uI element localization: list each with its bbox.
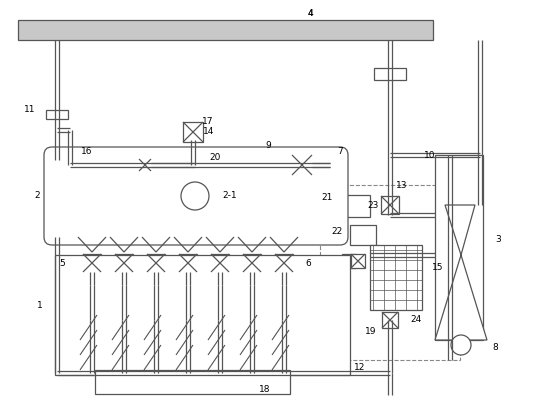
Text: 3: 3 <box>495 235 501 245</box>
Text: 2: 2 <box>34 191 40 199</box>
Text: 21: 21 <box>321 193 333 202</box>
Bar <box>147 254 165 272</box>
Bar <box>179 254 197 272</box>
Bar <box>342 254 356 268</box>
Bar <box>55 255 350 375</box>
Bar <box>382 312 398 328</box>
Bar <box>18 20 433 40</box>
Text: 6: 6 <box>305 258 311 268</box>
Circle shape <box>451 335 471 355</box>
Bar <box>120 158 132 172</box>
Circle shape <box>181 182 209 210</box>
Bar <box>139 159 151 171</box>
Text: 4: 4 <box>307 8 313 17</box>
Text: 15: 15 <box>433 264 444 272</box>
FancyBboxPatch shape <box>44 147 348 245</box>
Text: 1: 1 <box>37 301 43 310</box>
Text: 18: 18 <box>259 386 271 395</box>
Text: 11: 11 <box>24 104 36 114</box>
Text: 7: 7 <box>337 147 343 156</box>
Bar <box>374 68 406 80</box>
Text: 12: 12 <box>354 364 366 372</box>
Polygon shape <box>435 205 487 340</box>
Bar <box>320 185 460 360</box>
Text: 2-1: 2-1 <box>223 191 237 201</box>
Bar <box>292 155 312 175</box>
Text: 13: 13 <box>396 181 408 189</box>
Bar <box>243 254 261 272</box>
Text: 8: 8 <box>492 343 498 353</box>
Bar <box>435 155 483 340</box>
Text: 14: 14 <box>203 127 215 135</box>
Bar <box>83 254 101 272</box>
Text: 5: 5 <box>59 258 65 268</box>
Text: 24: 24 <box>410 316 422 324</box>
Text: 23: 23 <box>367 201 379 210</box>
Bar <box>211 254 229 272</box>
Bar <box>95 370 290 394</box>
Bar <box>46 110 68 119</box>
Bar <box>350 225 376 245</box>
Bar <box>340 195 370 217</box>
Bar <box>381 196 399 214</box>
Text: 4: 4 <box>307 8 313 17</box>
Bar <box>275 254 293 272</box>
Bar <box>370 245 422 310</box>
Bar <box>115 254 133 272</box>
Text: 20: 20 <box>209 154 221 162</box>
Text: 16: 16 <box>81 147 93 156</box>
Polygon shape <box>326 155 330 175</box>
Bar <box>183 122 203 142</box>
Text: 19: 19 <box>365 328 377 337</box>
Bar <box>248 154 288 176</box>
Text: 17: 17 <box>202 116 214 125</box>
Text: 9: 9 <box>265 141 271 150</box>
Bar <box>351 254 365 268</box>
Text: 10: 10 <box>424 150 436 160</box>
Bar <box>180 152 206 165</box>
Text: 22: 22 <box>331 226 343 235</box>
Bar <box>95 158 113 172</box>
